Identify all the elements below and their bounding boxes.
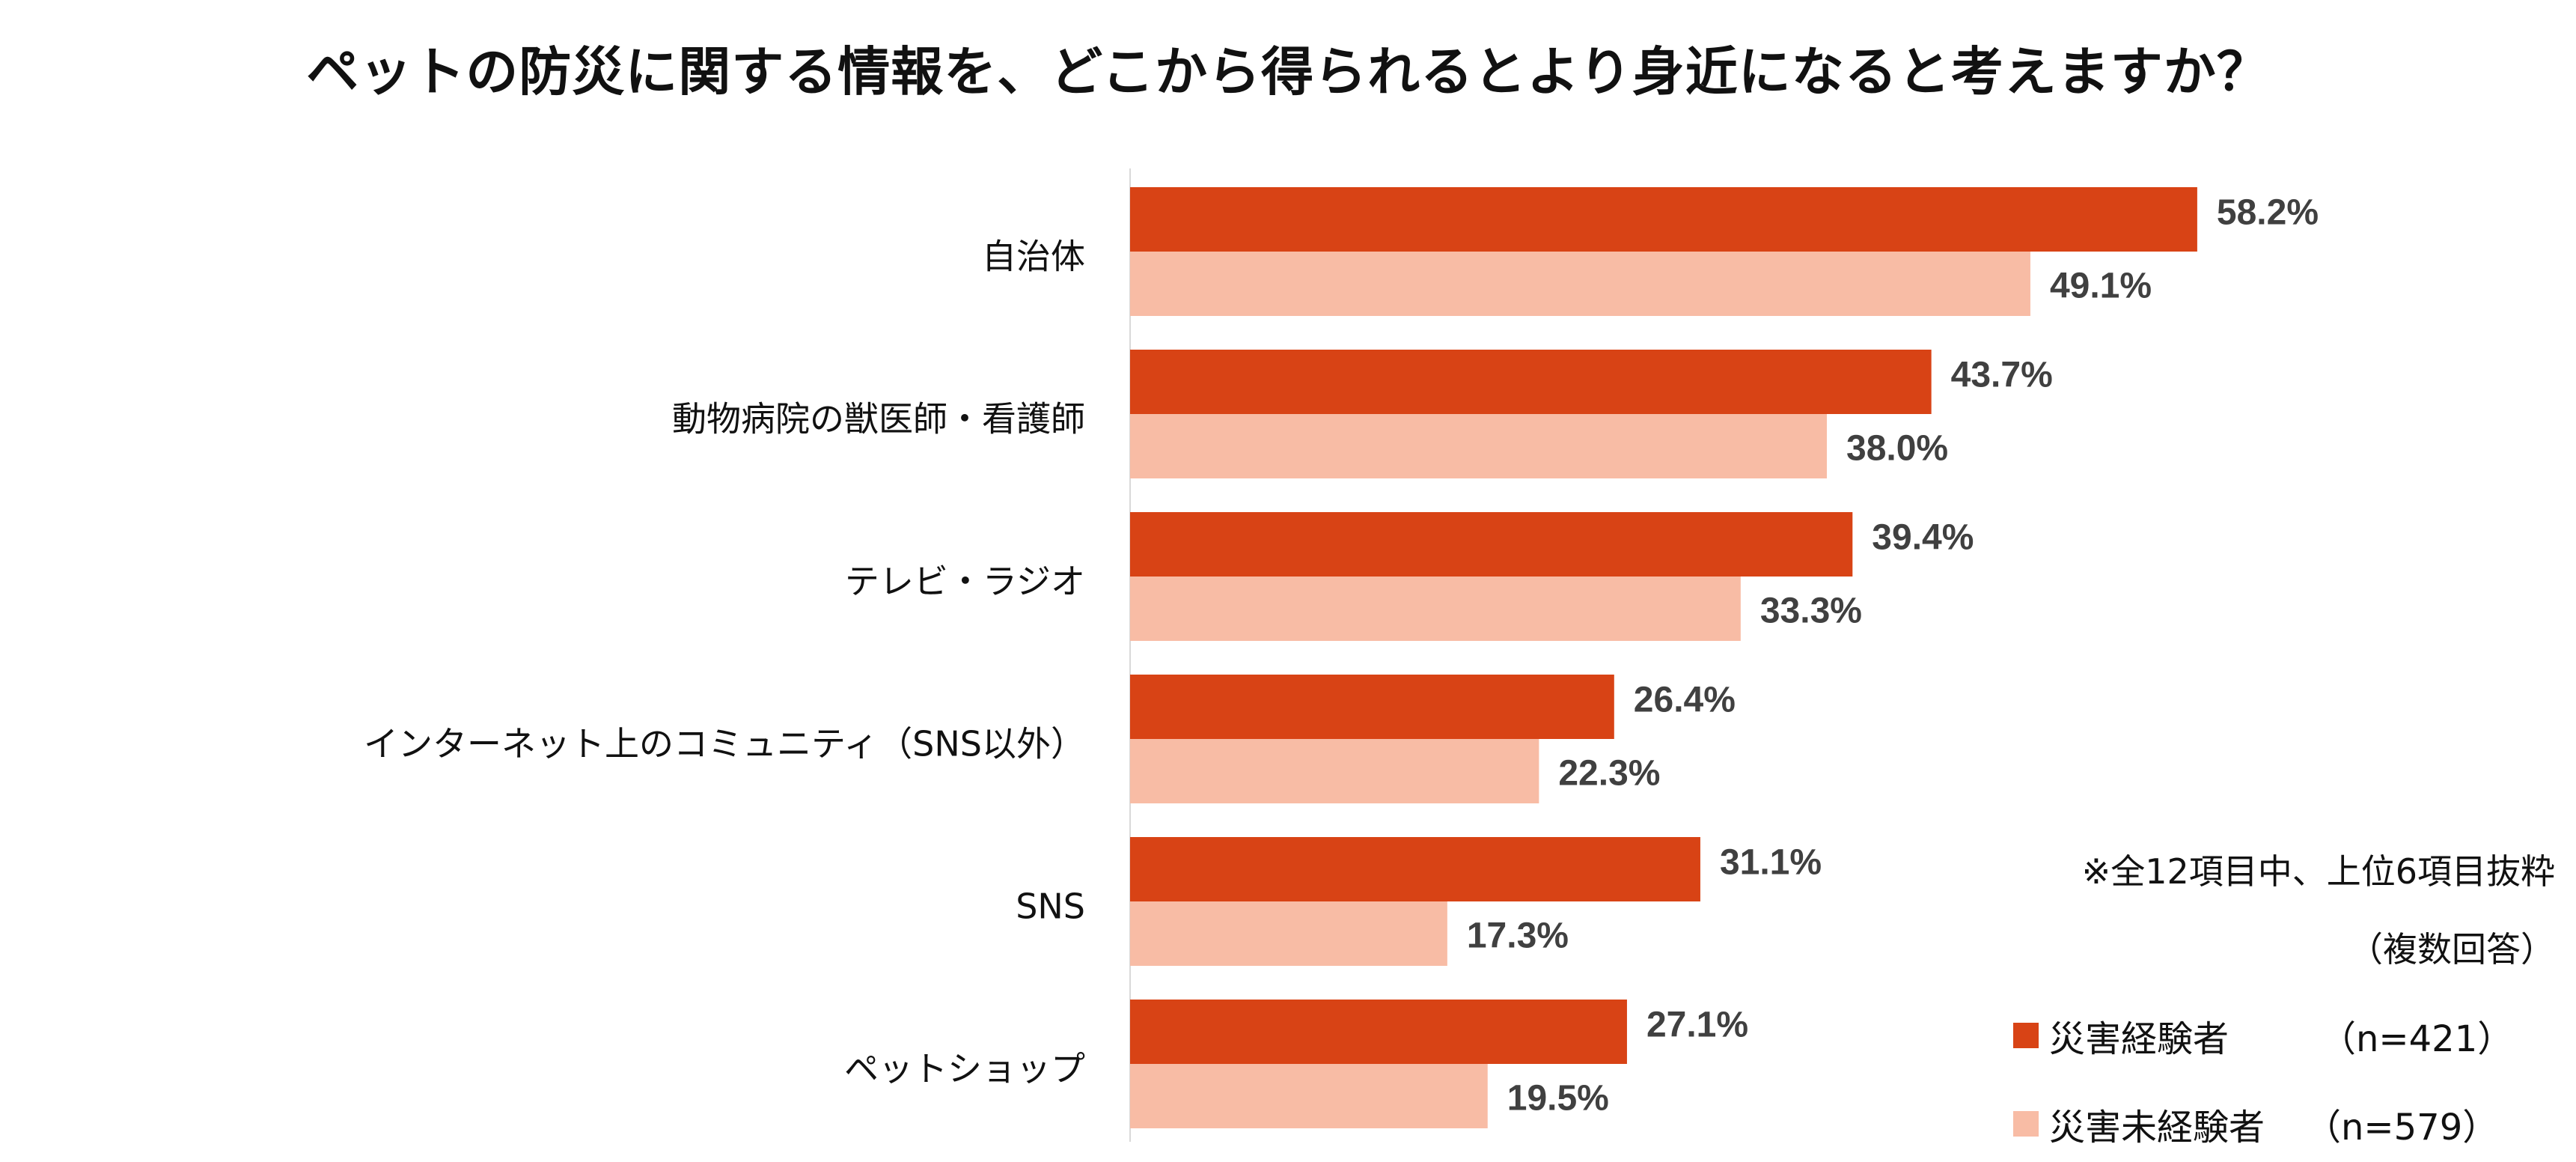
data-label: 33.3% (1760, 591, 1862, 631)
data-label: 19.5% (1507, 1079, 1609, 1119)
bar-experienced (1130, 1000, 1627, 1064)
chart-note-selection: ※全12項目中、上位6項目抜粋 (2081, 851, 2555, 892)
bar-inexperienced (1130, 577, 1741, 641)
data-label: 38.0% (1846, 429, 1948, 469)
legend-n-inexperienced: （n=579） (2305, 1107, 2499, 1149)
data-label: 31.1% (1720, 843, 1822, 883)
bar-inexperienced (1130, 414, 1827, 478)
legend-n-experienced: （n=421） (2320, 1018, 2514, 1060)
data-label: 39.4% (1872, 518, 1974, 558)
bar-experienced (1130, 350, 1932, 414)
data-label: 58.2% (2217, 193, 2319, 233)
bar-experienced (1130, 512, 1853, 577)
category-label: ペットショップ (844, 1049, 1085, 1089)
data-label: 27.1% (1646, 1006, 1748, 1045)
data-label: 49.1% (2050, 267, 2152, 306)
bar-experienced (1130, 187, 2197, 252)
bar-inexperienced (1130, 252, 2030, 316)
chart-note-multiple-answers: （複数回答） (2348, 929, 2555, 970)
chart-title: ペットの防災に関する情報を、どこから得られるとより身近になると考えますか？ (306, 41, 2270, 103)
bar-inexperienced (1130, 901, 1447, 966)
bar-inexperienced (1130, 1064, 1488, 1128)
data-label: 17.3% (1467, 916, 1569, 956)
legend-item-inexperienced: 災害未経験者 （n=579） (2013, 1098, 2498, 1150)
category-label: インターネット上のコミュニティ（SNS以外） (364, 724, 1085, 764)
bar-inexperienced (1130, 739, 1539, 803)
category-label: 動物病院の獣医師・看護師 (672, 399, 1085, 439)
bar-experienced (1130, 837, 1700, 901)
data-label: 22.3% (1558, 754, 1660, 794)
category-label: 自治体 (982, 237, 1085, 277)
bar-experienced (1130, 675, 1614, 739)
category-label: SNS (1016, 886, 1085, 927)
legend-item-experienced: 災害経験者 （n=421） (2013, 1009, 2513, 1062)
legend-swatch-inexperienced (2013, 1111, 2039, 1137)
data-label: 26.4% (1634, 681, 1736, 720)
legend-label-experienced: 災害経験者 (2049, 1018, 2229, 1060)
data-label: 43.7% (1951, 356, 2053, 395)
legend-swatch-experienced (2013, 1023, 2039, 1048)
legend-label-inexperienced: 災害未経験者 (2049, 1107, 2265, 1149)
category-label: テレビ・ラジオ (845, 562, 1085, 602)
